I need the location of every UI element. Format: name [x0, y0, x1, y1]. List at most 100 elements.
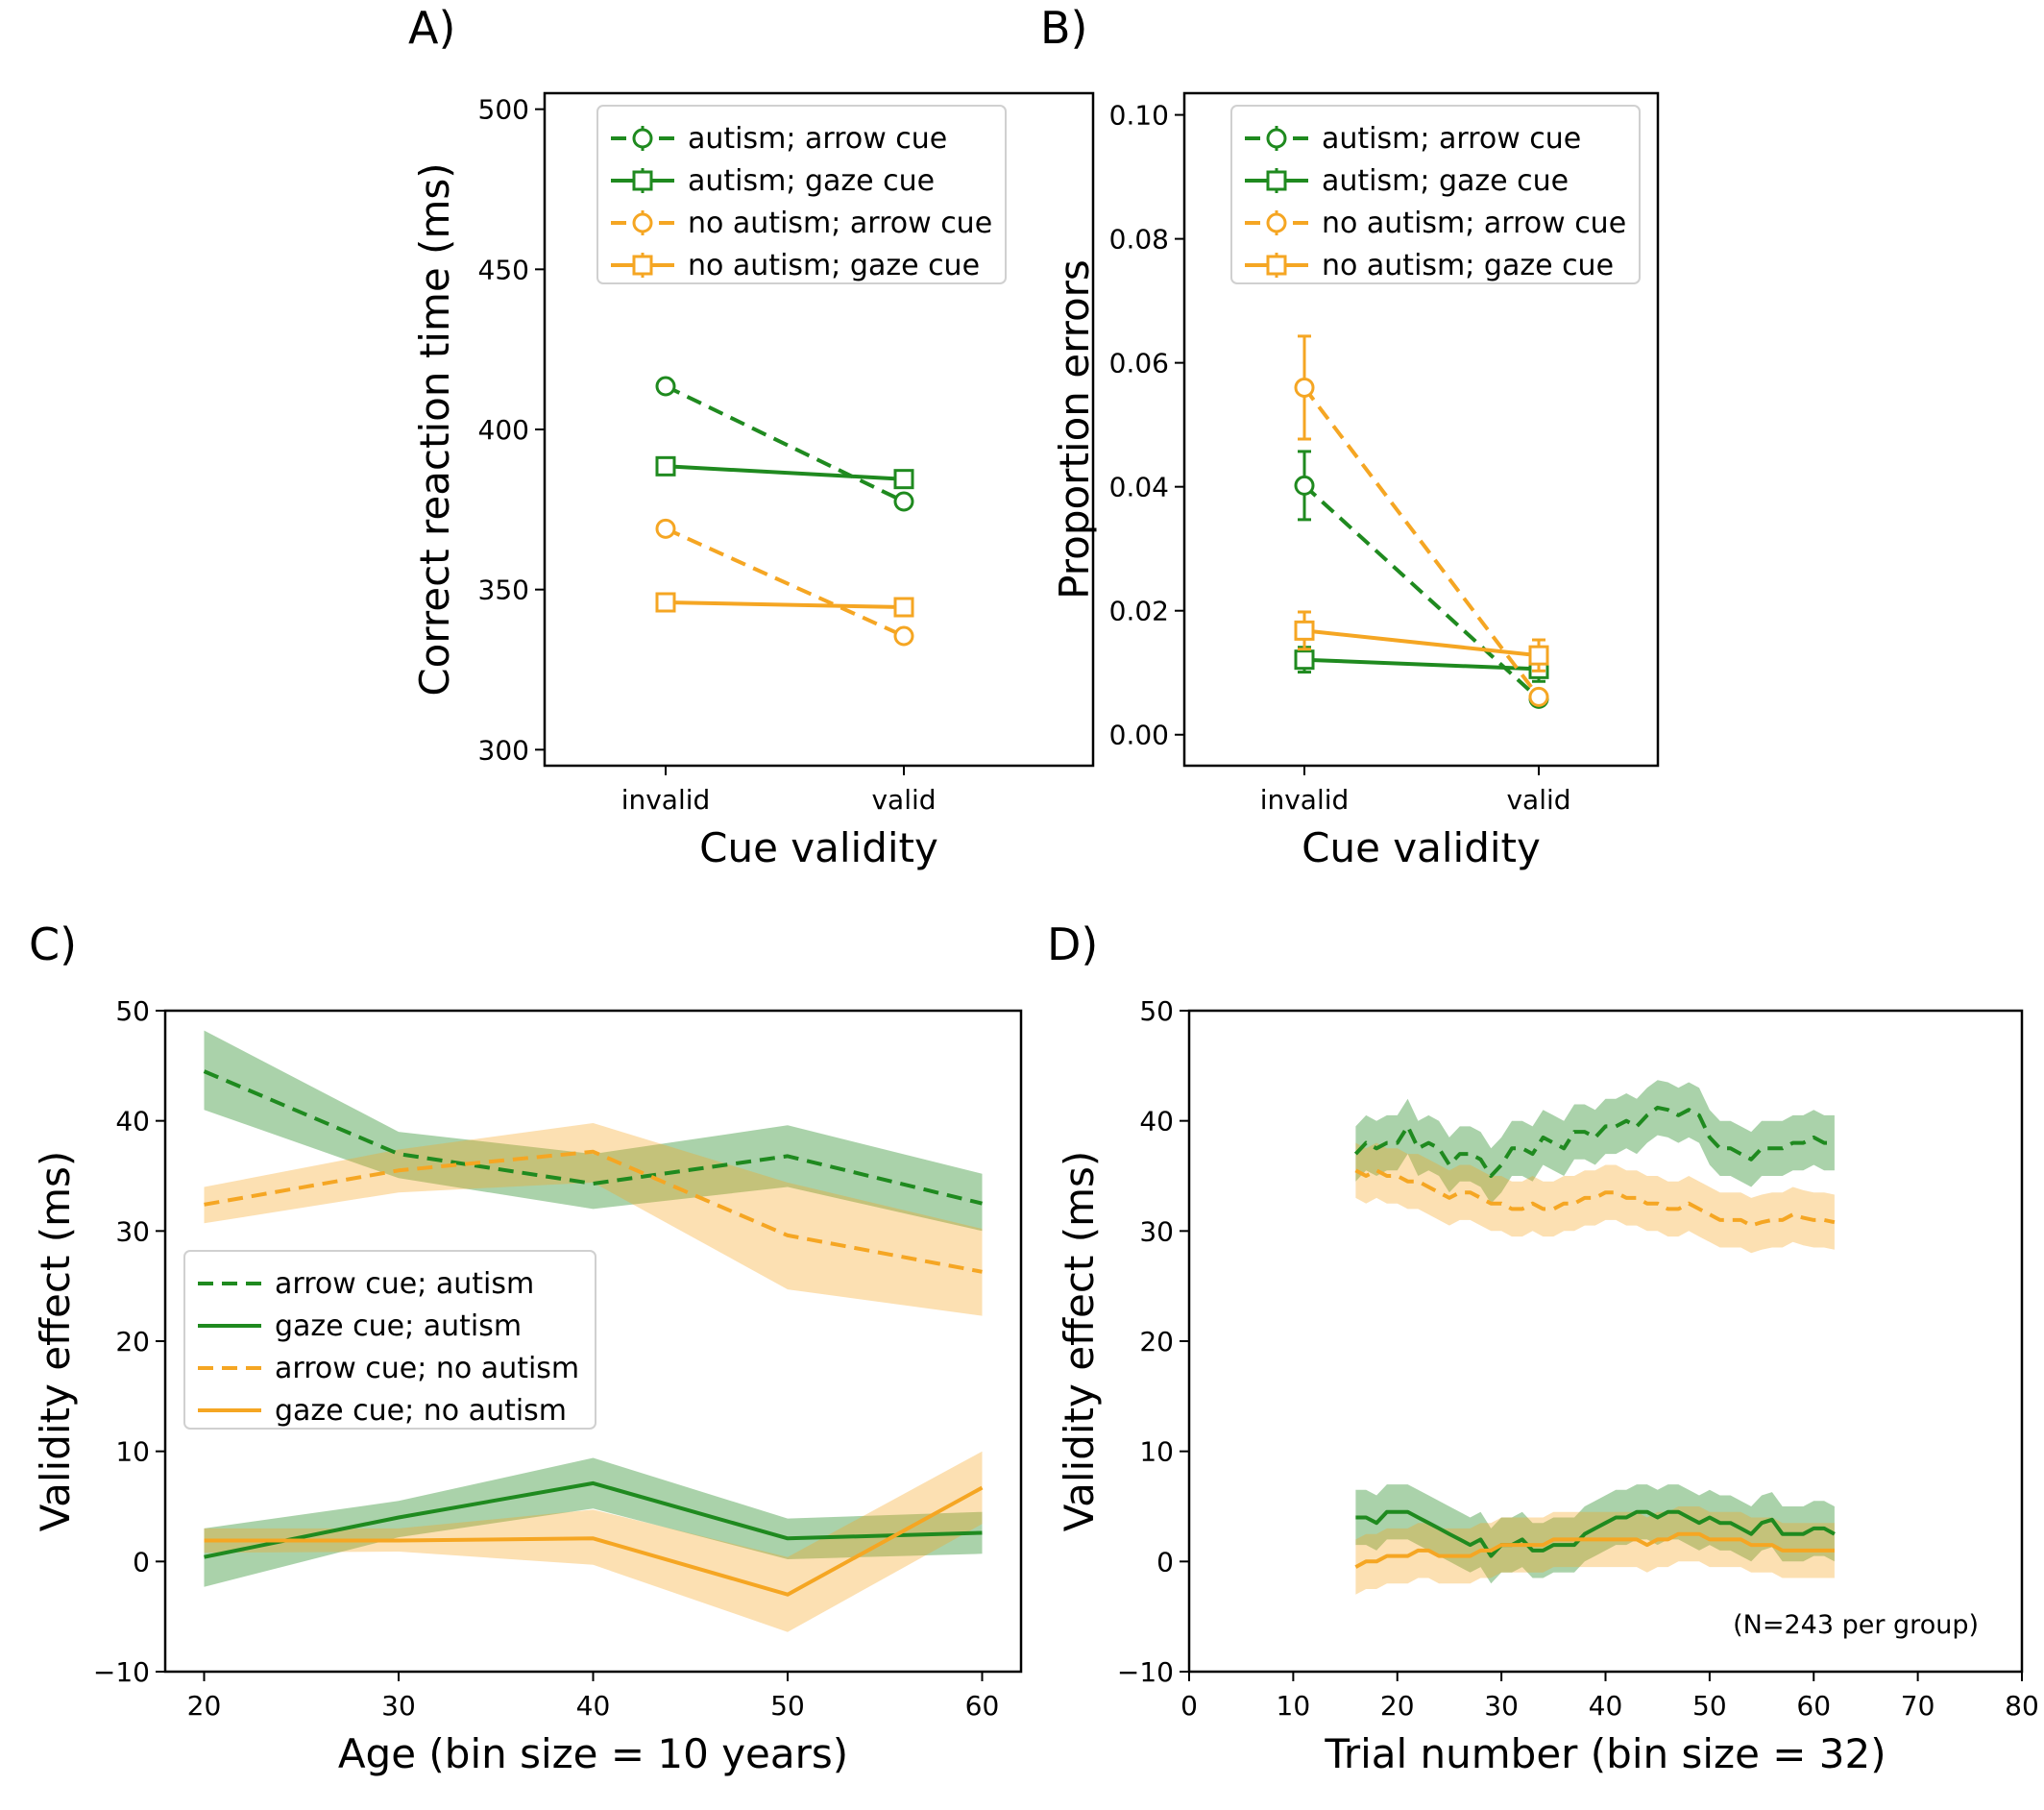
data-point: [893, 597, 914, 618]
y-tick-label: 20: [1139, 1326, 1174, 1358]
legend-item: no autism; arrow cue: [611, 207, 992, 240]
legend: arrow cue; autism gaze cue; autism arrow c…: [183, 1250, 596, 1430]
series-gaze-cue-autism: [204, 1480, 983, 1559]
x-tick-label: 40: [1589, 1690, 1623, 1722]
x-tick-label: 20: [1380, 1690, 1415, 1722]
legend: autism; arrow cue autism; gaze cue no auti…: [1230, 105, 1641, 284]
x-tick-label: 0: [1180, 1690, 1198, 1722]
plot-area: [1294, 334, 1549, 709]
series-line: [1354, 1531, 1835, 1569]
legend-item: no autism; gaze cue: [611, 249, 980, 282]
y-axis-title: Proportion errors: [1051, 259, 1098, 599]
band-gaze-cue-no-autism: [204, 1451, 983, 1632]
y-tick-label: 0.00: [1109, 720, 1169, 751]
series-line: [1355, 1509, 1836, 1558]
x-tick-label: invalid: [1260, 784, 1350, 816]
x-axis-title: Age (bin size = 10 years): [338, 1730, 848, 1777]
series-line: [1302, 386, 1541, 698]
x-tick-label: 60: [1796, 1690, 1831, 1722]
legend-box: [596, 105, 1007, 284]
y-tick-label: −10: [93, 1656, 150, 1688]
panel-label: A): [408, 2, 455, 54]
x-tick-label: 50: [1692, 1690, 1727, 1722]
y-axis-title: Validity effect (ms): [32, 1151, 79, 1532]
legend-marker: [632, 128, 653, 149]
y-tick-label: 0: [1156, 1546, 1174, 1578]
data-point: [1528, 645, 1549, 666]
x-tick-label: 80: [2005, 1690, 2039, 1722]
legend-label: gaze cue; autism: [275, 1309, 522, 1343]
axes-frame: [163, 1009, 1023, 1674]
x-tick-label: valid: [1506, 784, 1570, 816]
data-point: [1294, 649, 1315, 671]
x-tick-label: 70: [1901, 1690, 1935, 1722]
y-tick-label: 500: [478, 94, 529, 126]
series-line: [665, 464, 905, 481]
legend-label: autism; arrow cue: [1322, 122, 1581, 156]
series-no-autism-gaze-cue: [1294, 610, 1549, 673]
panel-label: B): [1040, 2, 1088, 54]
legend-item: autism; gaze cue: [1245, 164, 1569, 198]
band-arrow-cue-no-autism: [1355, 1142, 1835, 1254]
y-tick-label: 450: [478, 254, 529, 285]
legend-item: arrow cue; autism: [198, 1267, 534, 1301]
x-tick-label: 60: [965, 1690, 1000, 1722]
series-arrow-cue-no-autism: [204, 1149, 983, 1274]
series-line: [1353, 1105, 1835, 1178]
legend-item: gaze cue; autism: [198, 1309, 522, 1343]
series-line: [204, 1480, 983, 1559]
y-tick-label: 300: [478, 734, 529, 766]
panel-label: D): [1047, 918, 1098, 970]
series-autism-gaze-cue: [655, 455, 914, 490]
legend-label: arrow cue; no autism: [275, 1352, 579, 1385]
series-line: [204, 1485, 984, 1597]
plot-area: [203, 1030, 984, 1632]
legend-marker: [1266, 255, 1287, 276]
series-gaze-cue-no-autism: [1354, 1531, 1835, 1569]
legend-marker: [632, 212, 653, 233]
data-point: [655, 455, 676, 477]
legend-box: [183, 1250, 596, 1430]
y-tick-label: 30: [115, 1215, 150, 1247]
legend-item: no autism; gaze cue: [1245, 249, 1614, 282]
legend-marker: [1266, 170, 1287, 191]
y-tick-label: 20: [115, 1326, 150, 1358]
legend-item: autism; arrow cue: [611, 122, 947, 156]
legend-label: no autism; gaze cue: [1322, 249, 1614, 282]
y-tick-label: 10: [1139, 1436, 1174, 1468]
data-point: [893, 469, 914, 490]
x-axis-title: Cue validity: [1302, 824, 1541, 871]
y-axis-title: Correct reaction time (ms): [411, 162, 458, 696]
legend-item: autism; arrow cue: [1245, 122, 1581, 156]
legend-item: autism; gaze cue: [611, 164, 935, 198]
legend-label: no autism; arrow cue: [688, 207, 992, 240]
y-tick-label: 0.06: [1109, 348, 1169, 379]
y-tick-label: 0.02: [1109, 596, 1169, 627]
band-gaze-cue-autism: [204, 1457, 983, 1587]
series-line: [665, 526, 905, 638]
series-line: [204, 1149, 983, 1274]
x-tick-label: 10: [1277, 1690, 1311, 1722]
band-arrow-cue-autism: [1355, 1080, 1835, 1204]
data-point: [655, 376, 676, 397]
data-point: [893, 625, 914, 647]
y-axis-title: Validity effect (ms): [1056, 1151, 1103, 1532]
axes-frame: [1182, 91, 1660, 768]
legend-label: no autism; arrow cue: [1322, 207, 1626, 240]
legend-box: [1230, 105, 1641, 284]
y-tick-label: 50: [115, 995, 150, 1027]
y-tick-label: 40: [1139, 1106, 1174, 1137]
x-tick-label: valid: [871, 784, 936, 816]
data-point: [1528, 686, 1549, 707]
legend-label: autism; arrow cue: [688, 122, 947, 156]
x-tick-label: 40: [576, 1690, 611, 1722]
y-tick-label: 40: [115, 1106, 150, 1137]
band-gaze-cue-autism: [1355, 1484, 1835, 1584]
y-tick-label: 0.04: [1109, 472, 1169, 503]
x-tick-label: 20: [187, 1690, 222, 1722]
legend-label: arrow cue; autism: [275, 1267, 534, 1301]
series-line: [665, 600, 905, 609]
